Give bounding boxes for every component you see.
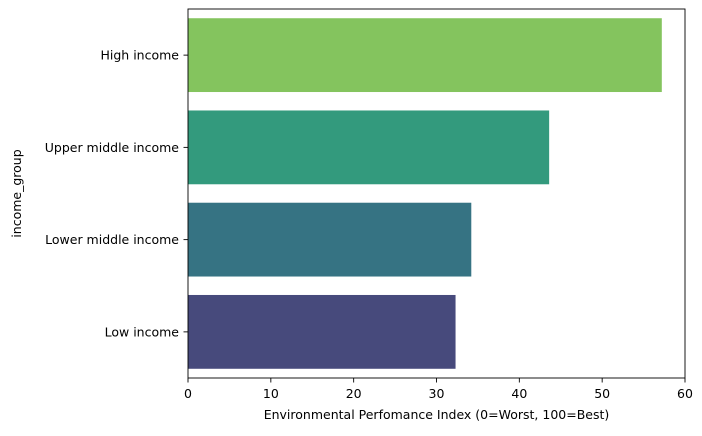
x-tick-label: 60 [677,386,693,401]
x-axis-label: Environmental Perfomance Index (0=Worst,… [264,407,610,422]
x-tick-label: 0 [184,386,192,401]
y-axis-ticks: High income Upper middle income Lower midd… [45,48,188,339]
bar-high-income [188,18,662,93]
x-tick-label: 10 [263,386,279,401]
x-axis-ticks: 0 10 20 30 40 50 60 [184,378,693,401]
bars-layer [188,18,662,369]
y-tick-label: Upper middle income [45,140,180,155]
y-tick-label: High income [101,48,180,63]
x-tick-label: 40 [511,386,527,401]
bar-upper-middle-income [188,110,550,185]
x-tick-label: 30 [429,386,445,401]
x-tick-label: 20 [346,386,362,401]
y-tick-label: Lower middle income [45,232,179,247]
plot-frame [187,8,686,379]
bar-low-income [188,294,456,369]
y-tick-label: Low income [105,324,180,339]
y-axis-label: income_group [9,149,24,237]
bar-lower-middle-income [188,202,472,277]
x-tick-label: 50 [594,386,610,401]
